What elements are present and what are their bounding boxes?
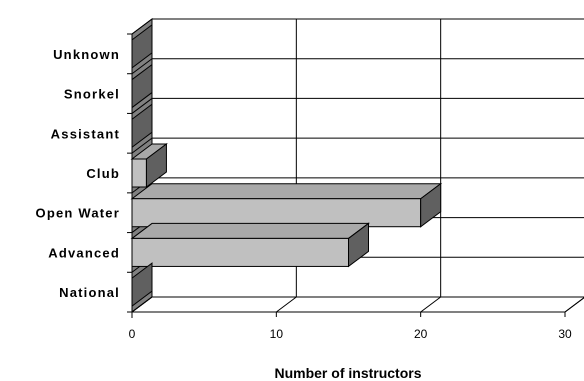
bar-end (348, 222, 369, 268)
wall-gridline (131, 137, 153, 154)
wall-gridline (131, 18, 153, 35)
bar-end (131, 262, 153, 308)
x-axis-label: Number of instructors (274, 365, 421, 381)
bar-end (131, 23, 153, 69)
bar (131, 237, 349, 267)
category-label: Snorkel (64, 87, 120, 102)
category-labels: Unknown Snorkel Assistant Club Open Water Adv… (36, 47, 120, 300)
bar-end (131, 103, 153, 149)
wall-gridline (131, 58, 153, 75)
category-label: Club (86, 166, 120, 181)
category-label: National (59, 285, 120, 300)
x-tick-label: 20 (414, 327, 428, 341)
category-label: Assistant (51, 126, 120, 141)
category-label: Unknown (53, 47, 120, 62)
bar-top (130, 183, 443, 200)
x-tick-label: 0 (129, 327, 136, 341)
bar-end (145, 143, 167, 188)
chart-walls (130, 18, 584, 313)
floor-gridline (420, 296, 441, 313)
bars (130, 23, 443, 308)
floor-gridline (276, 296, 297, 313)
bar-end (131, 63, 153, 109)
category-label: Open Water (36, 206, 120, 221)
x-tick-label: 30 (558, 327, 572, 341)
bar-end (420, 182, 442, 228)
bar (131, 198, 422, 228)
grid-lines (127, 18, 584, 318)
floor (130, 296, 584, 313)
wall-gridline (131, 296, 153, 313)
category-label: Advanced (48, 245, 120, 260)
wall-gridline (131, 98, 153, 114)
x-tick-label: 10 (270, 327, 284, 341)
bar-top (130, 222, 370, 239)
bar (131, 158, 147, 188)
floor-gridline (564, 297, 584, 313)
x-tick-labels: 0 10 20 30 (129, 327, 572, 341)
